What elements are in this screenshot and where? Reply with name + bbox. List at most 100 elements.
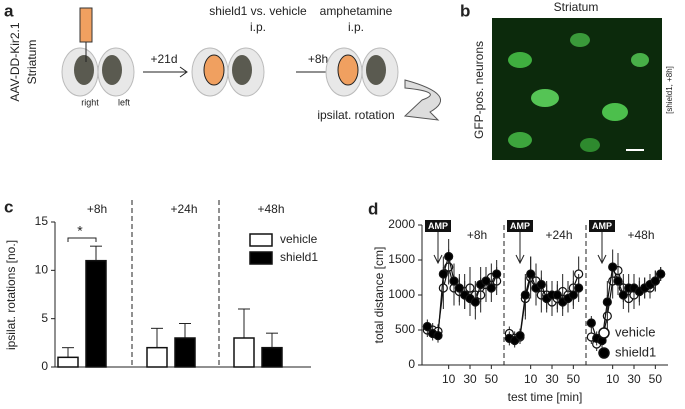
marker [608,262,618,272]
group-label: +8h [87,202,107,216]
y-tick-label: 0 [408,357,415,371]
y-tick-label: 15 [35,214,49,228]
amp-arrow [515,232,525,265]
marker [492,269,502,279]
marker [613,276,623,286]
x-tick-label: 30 [463,372,477,386]
y-tick-label: 5 [41,311,48,325]
x-tick-label: 50 [567,372,581,386]
x-tick-label: 30 [545,372,559,386]
marker [449,276,459,286]
legend-marker [598,327,610,339]
amp-label: AMP [592,221,612,231]
legend-label: vehicle [615,324,655,339]
marker [552,290,562,300]
bar [233,337,255,368]
y-tick-label: 0 [41,359,48,373]
image-ylabel: GFP-pos. neurons [472,41,486,139]
x-tick-label: 30 [627,372,641,386]
marker [433,331,443,341]
marker [444,251,454,262]
x-tick-label: 50 [485,372,499,386]
legend-label: shield1 [615,344,656,359]
panel-label: d [368,199,378,218]
segment-title: +24h [545,228,572,242]
brain [191,47,265,97]
panel-label: c [4,197,13,216]
side-label: right [81,97,99,107]
image-side-label: [shield1, +8h] [665,66,674,114]
significance-bracket [67,237,97,242]
marker [574,283,584,293]
group-label: +24h [170,202,197,216]
region: Striatum [25,40,39,85]
legend-marker [598,347,610,359]
marker [470,297,480,307]
x-tick-label: 10 [606,372,620,386]
legend-label: vehicle [280,232,318,246]
step: amphetamine [320,4,393,18]
marker [520,290,530,300]
arrow-label: +21d [150,52,177,66]
marker [515,331,525,341]
amp-box [507,220,533,232]
bar [57,356,79,368]
x-tick-label: 10 [524,372,538,386]
marker [526,269,536,279]
bar [261,346,283,368]
construct: AAV-DD-Kir2.1 [8,22,22,101]
image-title: Striatum [554,0,599,14]
amp-label: AMP [510,221,530,231]
y-tick-label: 2000 [388,217,415,231]
marker [568,290,578,300]
amp-arrow [597,232,607,265]
marker [422,321,432,332]
marker [481,276,491,286]
route: i.p. [348,20,364,34]
x-axis-label: test time [min] [508,390,583,404]
brain [61,7,135,97]
y-axis-label: ipsilat. rotations [no.] [4,240,18,350]
result: ipsilat. rotation [317,108,394,122]
y-axis-label: total distance [cm] [372,247,386,344]
arrow-label: +8h [308,52,328,66]
y-tick-label: 1500 [388,252,415,266]
panel-label: a [4,1,14,20]
x-tick-label: 10 [442,372,456,386]
amp-arrow [433,232,443,265]
segment-title: +8h [467,228,487,242]
x-tick-label: 50 [649,372,663,386]
marker [454,283,464,293]
micrograph [492,18,662,160]
bar [174,337,196,368]
marker [438,269,448,279]
side-label: left [118,97,131,107]
marker [656,269,666,279]
marker [486,283,496,293]
marker [618,290,628,300]
legend-swatch [249,233,273,247]
y-tick-label: 10 [35,263,49,277]
y-tick-label: 1000 [388,287,415,301]
route: i.p. [250,20,266,34]
marker [602,297,612,307]
legend-swatch [249,251,273,265]
amp-box [425,220,451,232]
brain [325,47,399,97]
significance: * [77,223,83,239]
rotation-arrow [403,79,442,121]
marker [586,318,596,328]
y-tick-label: 500 [395,322,415,336]
segment-title: +48h [627,228,654,242]
bar [146,346,168,368]
legend-label: shield1 [280,250,318,264]
amp-box [589,220,615,232]
amp-label: AMP [428,221,448,231]
group-label: +48h [257,202,284,216]
bar [85,259,107,368]
step: shield1 vs. vehicle [209,4,307,18]
arrow [143,66,188,78]
panel-label: b [460,1,470,20]
marker [536,279,546,290]
